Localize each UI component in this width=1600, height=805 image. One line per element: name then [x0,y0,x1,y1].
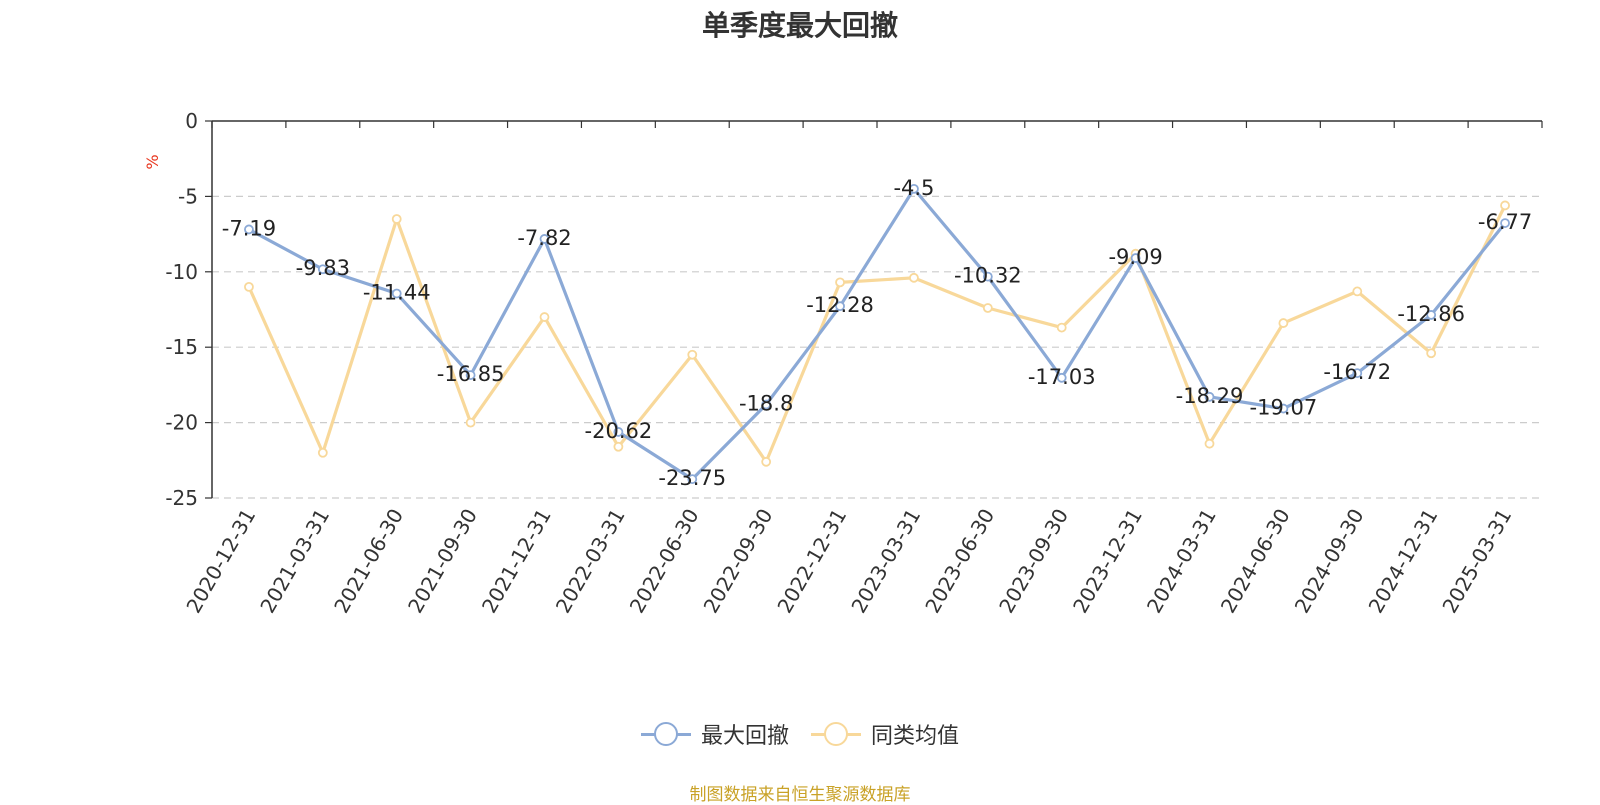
point-max-drawdown [1204,391,1215,402]
data-label-max-drawdown: -16.72 [1323,360,1391,384]
point-peer-average [244,281,254,292]
x-tick-label: 2021-03-31 [255,505,334,618]
y-tick-label: -15 [165,335,198,359]
point-max-drawdown [687,474,698,485]
data-label-max-drawdown: -4.5 [893,176,934,200]
point-peer-average [317,447,328,458]
point-peer-average [909,272,919,283]
point-peer-average [1204,438,1215,449]
x-tick-label: 2021-09-30 [403,504,482,617]
y-tick-label: -10 [165,260,198,284]
legend: 最大回撤 同类均值 [0,718,1600,750]
legend-marker-max-drawdown [640,721,691,747]
x-tick-label: 2025-03-31 [1437,505,1516,618]
legend-item-peer-average[interactable]: 同类均值 [811,718,959,750]
point-peer-average [1278,318,1289,328]
x-tick-label: 2024-06-30 [1216,505,1295,618]
y-axis-unit-label: % [143,154,162,169]
x-tick-label: 2024-03-31 [1142,505,1221,618]
x-tick-label: 2023-06-30 [920,504,999,617]
point-max-drawdown [1500,218,1510,228]
point-peer-average [761,456,772,467]
x-tick-label: 2023-03-31 [846,505,925,618]
data-label-max-drawdown: -16.85 [437,362,505,386]
y-tick-label: -5 [178,184,198,208]
x-tick-label: 2021-12-31 [477,505,556,618]
data-label-max-drawdown: -7.19 [222,216,276,240]
point-max-drawdown [465,370,476,380]
data-label-max-drawdown: -11.44 [363,281,431,305]
x-tick-label: 2022-12-31 [772,505,851,618]
point-peer-average [835,277,845,288]
source-note: 制图数据来自恒生聚源数据库 [689,785,911,805]
point-max-drawdown [982,271,993,282]
data-label-max-drawdown: -19.07 [1250,396,1318,420]
point-max-drawdown [1130,253,1141,263]
point-max-drawdown [1056,372,1067,383]
point-peer-average [539,312,550,322]
data-label-max-drawdown: -18.8 [739,392,793,416]
point-max-drawdown [539,234,550,244]
data-label-max-drawdown: -12.86 [1397,302,1465,326]
data-label-max-drawdown: -9.83 [296,256,350,280]
point-max-drawdown [244,224,254,235]
point-peer-average [982,303,993,313]
point-peer-average [1500,200,1510,211]
point-peer-average [1352,286,1363,297]
x-tick-label: 2022-09-30 [699,505,778,618]
chart-title: 单季度最大回撤 [701,9,898,42]
legend-marker-peer-average [811,721,861,747]
x-tick-label: 2020-12-31 [181,505,260,618]
point-peer-average [1056,322,1067,333]
data-label-max-drawdown: -12.28 [806,293,874,317]
point-max-drawdown [761,399,772,410]
point-peer-average [1426,348,1437,359]
y-tick-label: -25 [165,486,198,510]
data-label-max-drawdown: -9.09 [1108,245,1162,269]
point-max-drawdown [1426,310,1437,320]
legend-item-max-drawdown[interactable]: 最大回撤 [640,718,789,750]
x-tick-label: 2024-12-31 [1364,505,1443,618]
x-tick-label: 2023-09-30 [994,505,1073,618]
data-label-max-drawdown: -20.62 [585,419,653,443]
series-line-max-drawdown [248,187,1507,481]
point-max-drawdown [1352,368,1363,379]
data-label-max-drawdown: -7.82 [517,226,571,250]
point-max-drawdown [835,301,845,312]
series-line-peer-average [247,204,1507,464]
legend-label-peer-average: 同类均值 [871,724,960,749]
data-label-max-drawdown: -18.29 [1176,384,1244,408]
point-peer-average [465,417,476,428]
point-max-drawdown [391,288,402,299]
point-peer-average [687,349,698,360]
point-max-drawdown [909,183,919,194]
data-label-max-drawdown: -17.03 [1028,365,1096,389]
data-label-max-drawdown: -23.75 [658,466,726,490]
data-label-max-drawdown: -10.32 [954,264,1022,288]
legend-label-max-drawdown: 最大回撤 [700,724,789,749]
point-peer-average [391,214,402,224]
y-tick-label: -20 [165,411,198,435]
point-max-drawdown [1278,403,1289,414]
data-label-max-drawdown: -6.77 [1478,210,1532,234]
y-tick-label: 0 [185,109,198,133]
point-max-drawdown [613,427,624,437]
x-tick-label: 2022-06-30 [625,505,704,618]
x-tick-label: 2023-12-31 [1068,505,1147,618]
x-tick-label: 2022-03-31 [551,505,630,618]
point-max-drawdown [317,264,328,275]
point-peer-average [613,441,624,452]
x-tick-label: 2021-06-30 [329,505,408,618]
x-tick-label: 2024-09-30 [1290,505,1369,618]
